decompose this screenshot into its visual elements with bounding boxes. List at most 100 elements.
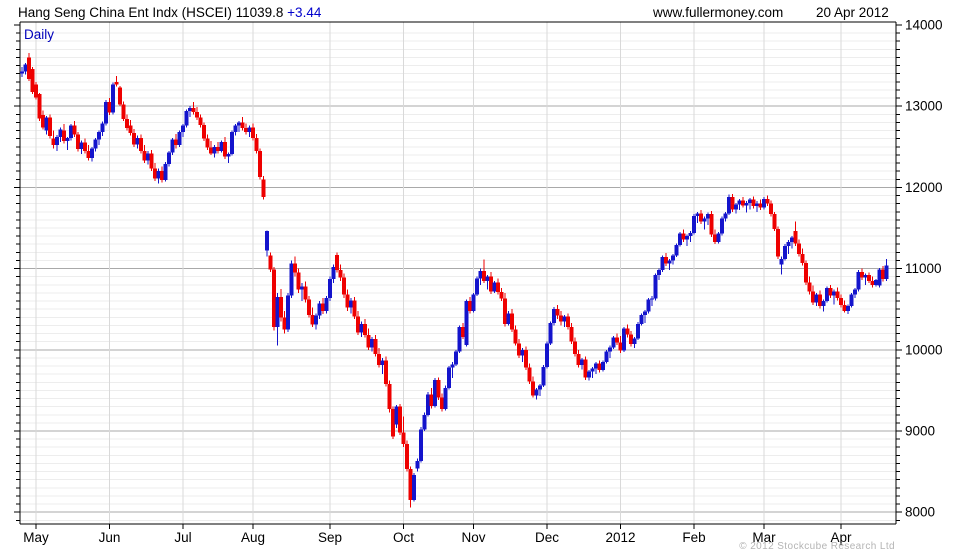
candle <box>786 240 791 254</box>
candle <box>622 327 626 353</box>
candle <box>741 197 745 208</box>
y-axis-label: 10000 <box>905 342 943 357</box>
candle <box>419 426 423 463</box>
month-label: May <box>23 530 49 545</box>
candle <box>359 321 364 337</box>
candle <box>191 102 196 115</box>
candle <box>293 256 297 277</box>
candle <box>118 85 122 107</box>
candle <box>219 140 224 153</box>
candle <box>688 231 693 242</box>
candle <box>699 210 703 224</box>
candle <box>51 130 56 149</box>
candle <box>349 297 353 314</box>
candle <box>328 276 332 302</box>
candle <box>604 349 609 364</box>
month-label: Aug <box>241 530 265 545</box>
candle <box>748 197 752 210</box>
candle <box>436 377 441 401</box>
candle-series <box>20 53 889 508</box>
candle <box>860 268 864 280</box>
candle <box>160 166 164 183</box>
candle <box>216 141 220 154</box>
candle <box>174 133 178 149</box>
candle <box>454 349 458 367</box>
candle <box>510 309 514 332</box>
candle <box>62 124 66 144</box>
candle <box>405 440 409 472</box>
candle <box>226 152 231 164</box>
month-label: Jul <box>174 530 191 545</box>
candle <box>657 268 661 280</box>
candle <box>839 294 843 308</box>
candle <box>660 255 665 272</box>
candle <box>744 201 749 213</box>
candle <box>135 135 140 149</box>
candle <box>583 356 588 380</box>
candle <box>517 339 521 358</box>
candle <box>520 348 525 362</box>
candle <box>317 301 322 319</box>
candle <box>272 266 276 331</box>
copyright-notice: © 2012 Stockcube Research Ltd <box>739 541 895 552</box>
candle <box>524 346 528 371</box>
candle <box>639 313 644 326</box>
candle <box>723 211 728 222</box>
y-axis-label: 13000 <box>905 99 943 114</box>
candle <box>198 114 203 128</box>
candle <box>338 264 343 281</box>
candle <box>384 356 388 387</box>
candle <box>468 297 472 314</box>
candle <box>863 273 868 285</box>
candle <box>681 229 686 242</box>
candle <box>870 276 875 288</box>
candle <box>251 123 255 141</box>
candle <box>503 292 507 327</box>
candle <box>240 116 245 131</box>
candle <box>282 310 287 334</box>
candle <box>422 412 427 431</box>
candle <box>534 387 539 400</box>
candle <box>370 336 374 352</box>
candle <box>237 120 241 133</box>
candle <box>653 273 658 301</box>
candle <box>685 234 689 246</box>
candle <box>643 310 647 324</box>
candle <box>132 128 136 147</box>
candle <box>303 281 308 303</box>
candle <box>587 370 591 381</box>
candle <box>790 236 794 249</box>
candle <box>202 122 206 142</box>
candle <box>835 287 840 301</box>
candle <box>625 324 630 338</box>
candle <box>443 385 448 411</box>
candle <box>156 168 161 184</box>
candle <box>457 325 462 354</box>
candle <box>128 120 133 136</box>
candle <box>615 333 619 345</box>
candle <box>706 212 710 225</box>
candle <box>797 239 801 257</box>
candle <box>713 229 717 245</box>
candle <box>751 196 756 209</box>
month-label: 2012 <box>605 530 635 545</box>
candle <box>195 107 199 121</box>
candle <box>412 473 416 502</box>
candle <box>692 214 696 235</box>
y-axis-labels: 14000 13000 12000 11000 10000 9000 8000 <box>905 18 943 520</box>
candle <box>590 366 595 379</box>
candle <box>562 314 567 328</box>
candle <box>489 271 493 294</box>
candle <box>268 252 273 272</box>
candle <box>779 256 784 275</box>
candle <box>48 114 52 139</box>
y-axis-label: 14000 <box>905 18 943 33</box>
month-label: Nov <box>461 530 485 545</box>
candle <box>167 150 171 167</box>
candle <box>188 106 192 117</box>
site-link[interactable]: www.fullermoney.com <box>653 5 784 20</box>
candle <box>825 286 829 303</box>
candle <box>569 323 574 345</box>
